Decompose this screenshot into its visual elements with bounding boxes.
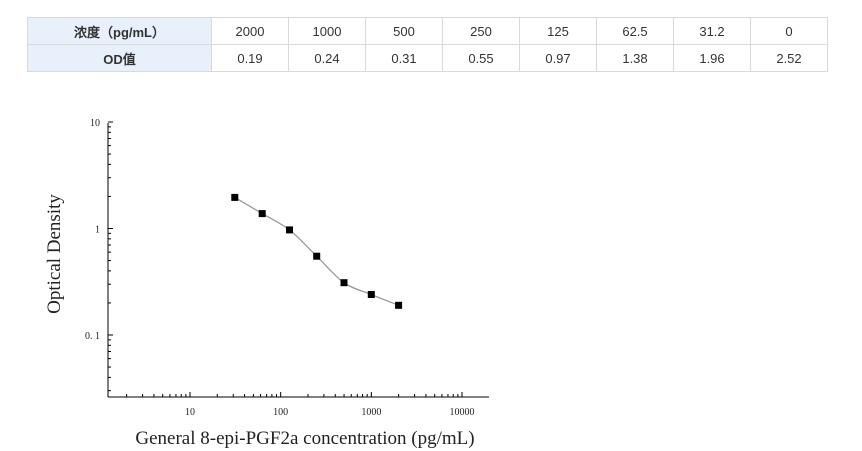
data-points [231, 193, 403, 309]
concentration-cell: 125 [519, 17, 597, 45]
concentration-cell: 1000 [288, 17, 366, 45]
y-tick-label: 0. 1 [85, 331, 100, 342]
x-tick-label: 100 [273, 407, 288, 418]
data-point [395, 301, 403, 309]
od-cell: 2.52 [750, 44, 828, 72]
od-cell: 0.24 [288, 44, 366, 72]
od-cell: 1.96 [673, 44, 751, 72]
data-point [286, 226, 293, 234]
concentration-cell: 0 [750, 17, 828, 45]
od-cell: 1.38 [596, 44, 674, 72]
od-cell: 0.55 [442, 44, 520, 72]
y-tick-label: 1 [95, 225, 100, 236]
x-tick-label: 10000 [450, 407, 475, 418]
y-tick-label: 10 [90, 118, 100, 129]
concentration-cell: 250 [442, 17, 520, 45]
od-row: OD值 0.19 0.24 0.31 0.55 0.97 1.38 1.96 2… [27, 44, 828, 72]
od-cell: 0.31 [365, 44, 443, 72]
y-axis-title: Optical Density [44, 194, 65, 314]
x-tick-label: 10 [185, 407, 195, 418]
data-point [367, 291, 375, 298]
x-axis-title: General 8-epi-PGF2a concentration (pg/mL… [135, 428, 474, 449]
concentration-header: 浓度（pg/mL） [27, 17, 212, 45]
concentration-cell: 62.5 [596, 17, 674, 45]
axes: 10 100 1000 10000 10 1 0. 1 [85, 118, 489, 418]
od-cell: 0.97 [519, 44, 597, 72]
standard-table: 浓度（pg/mL） 2000 1000 500 250 125 62.5 31.… [27, 17, 828, 72]
concentration-cell: 2000 [211, 17, 289, 45]
data-point [231, 193, 239, 201]
data-point [313, 252, 321, 260]
concentration-row: 浓度（pg/mL） 2000 1000 500 250 125 62.5 31.… [27, 17, 828, 45]
x-tick-label: 1000 [361, 407, 381, 418]
data-point [258, 210, 266, 218]
od-cell: 0.19 [211, 44, 289, 72]
data-point [340, 279, 348, 287]
od-header: OD值 [27, 44, 212, 72]
